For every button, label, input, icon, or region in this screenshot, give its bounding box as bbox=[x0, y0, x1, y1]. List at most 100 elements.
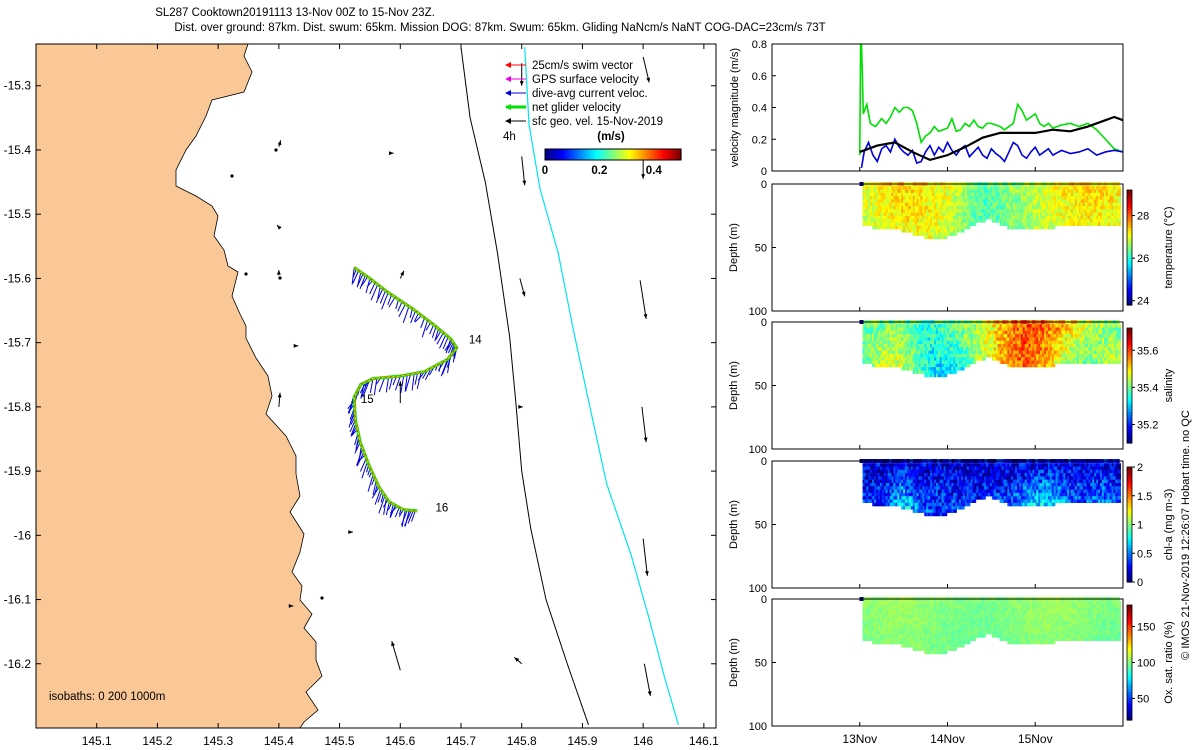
section-cell bbox=[1105, 360, 1110, 364]
section-cell bbox=[999, 324, 1004, 328]
section-cell bbox=[918, 340, 923, 345]
section-cell bbox=[1020, 334, 1025, 338]
section-cell bbox=[1115, 353, 1120, 358]
section-cell bbox=[978, 357, 982, 361]
section-cell bbox=[1016, 350, 1021, 355]
section-cell bbox=[980, 337, 984, 341]
section-cell bbox=[891, 219, 896, 223]
section-cell bbox=[1047, 350, 1052, 355]
section-cell bbox=[922, 479, 926, 484]
section-cell bbox=[1016, 192, 1021, 197]
section-cell bbox=[937, 506, 942, 510]
section-cell bbox=[864, 199, 869, 203]
section-cell bbox=[1026, 350, 1031, 355]
section-cell bbox=[947, 215, 952, 220]
section-cell bbox=[893, 476, 898, 480]
section-cell bbox=[1028, 199, 1033, 203]
section-cell bbox=[1094, 202, 1098, 207]
section-cell bbox=[970, 327, 975, 331]
section-cell bbox=[910, 199, 915, 203]
section-cell bbox=[887, 353, 892, 358]
section-cell bbox=[908, 186, 913, 190]
section-colorbar-tick-label: 35.6 bbox=[1137, 345, 1158, 357]
section-cell bbox=[974, 192, 979, 197]
section-cell bbox=[866, 192, 870, 197]
section-cell bbox=[989, 199, 994, 203]
section-cell bbox=[910, 340, 915, 345]
section-cell bbox=[912, 492, 917, 497]
section-cell bbox=[922, 347, 926, 351]
section-cell bbox=[912, 476, 917, 480]
colorbar-segment bbox=[641, 149, 644, 160]
section-cell bbox=[1045, 327, 1050, 331]
section-cell bbox=[1071, 330, 1075, 335]
section-cell bbox=[1082, 209, 1087, 213]
section-cell bbox=[877, 324, 882, 328]
section-cell bbox=[953, 334, 957, 338]
section-cell bbox=[1074, 199, 1079, 203]
section-cell bbox=[1036, 196, 1040, 200]
section-cell bbox=[1071, 215, 1075, 220]
section-cell bbox=[862, 186, 867, 190]
map-x-tick-label: 145.7 bbox=[446, 734, 476, 748]
section-cell bbox=[901, 324, 905, 328]
section-cell bbox=[1007, 219, 1011, 223]
section-cell bbox=[866, 206, 870, 210]
section-cell bbox=[1117, 196, 1121, 200]
section-cell bbox=[1007, 330, 1011, 335]
section-cell bbox=[876, 353, 880, 358]
section-cell bbox=[930, 225, 934, 230]
section-cell bbox=[999, 189, 1004, 193]
section-cell bbox=[933, 483, 938, 487]
section-cell bbox=[960, 363, 965, 368]
section-cell bbox=[903, 199, 907, 203]
section-cell bbox=[1088, 202, 1093, 207]
section-cell bbox=[918, 327, 923, 331]
section-cell bbox=[1117, 219, 1121, 223]
section-cell bbox=[1001, 334, 1006, 338]
section-cell bbox=[893, 469, 898, 474]
section-cell bbox=[881, 206, 886, 210]
section-cell bbox=[1072, 196, 1077, 200]
section-cell bbox=[885, 209, 890, 213]
section-cell bbox=[966, 330, 971, 335]
section-cell bbox=[1090, 353, 1094, 358]
section-colorbar-segment bbox=[1127, 342, 1132, 346]
section-cell bbox=[935, 466, 940, 470]
legend-swatch-arrowhead bbox=[505, 104, 511, 110]
section-cell bbox=[1032, 206, 1037, 210]
current-arrow bbox=[521, 156, 526, 186]
section-cell bbox=[939, 373, 944, 378]
section-cell bbox=[891, 486, 896, 490]
section-cell bbox=[920, 186, 925, 190]
section-cell bbox=[976, 212, 981, 217]
section-cell bbox=[862, 473, 867, 477]
section-cell bbox=[982, 344, 986, 348]
section-cell bbox=[955, 473, 959, 477]
section-cell bbox=[1001, 324, 1006, 328]
section-cell bbox=[953, 469, 957, 474]
section-cell bbox=[918, 499, 923, 503]
section-cell bbox=[895, 492, 899, 497]
section-cell bbox=[885, 189, 890, 193]
colorbar-segment bbox=[581, 149, 584, 160]
section-cell bbox=[1101, 186, 1106, 190]
section-cell bbox=[1088, 189, 1093, 193]
section-cell bbox=[1032, 222, 1037, 226]
section-cell bbox=[1088, 360, 1093, 364]
dive-avg-current-vector bbox=[377, 491, 383, 503]
section-cell bbox=[988, 212, 992, 217]
section-cell bbox=[877, 463, 882, 467]
section-cell bbox=[932, 340, 936, 345]
section-cell bbox=[874, 327, 878, 331]
section-cell bbox=[957, 496, 961, 500]
section-cell bbox=[959, 463, 963, 467]
section-cell bbox=[1107, 360, 1112, 364]
section-cell bbox=[962, 330, 967, 335]
section-cell bbox=[1042, 347, 1046, 351]
section-cell bbox=[916, 496, 921, 500]
section-cell bbox=[1047, 353, 1052, 358]
velocity-y-tick-label: 0.2 bbox=[752, 134, 767, 146]
section-cell bbox=[905, 219, 909, 223]
island-dot bbox=[320, 596, 324, 600]
